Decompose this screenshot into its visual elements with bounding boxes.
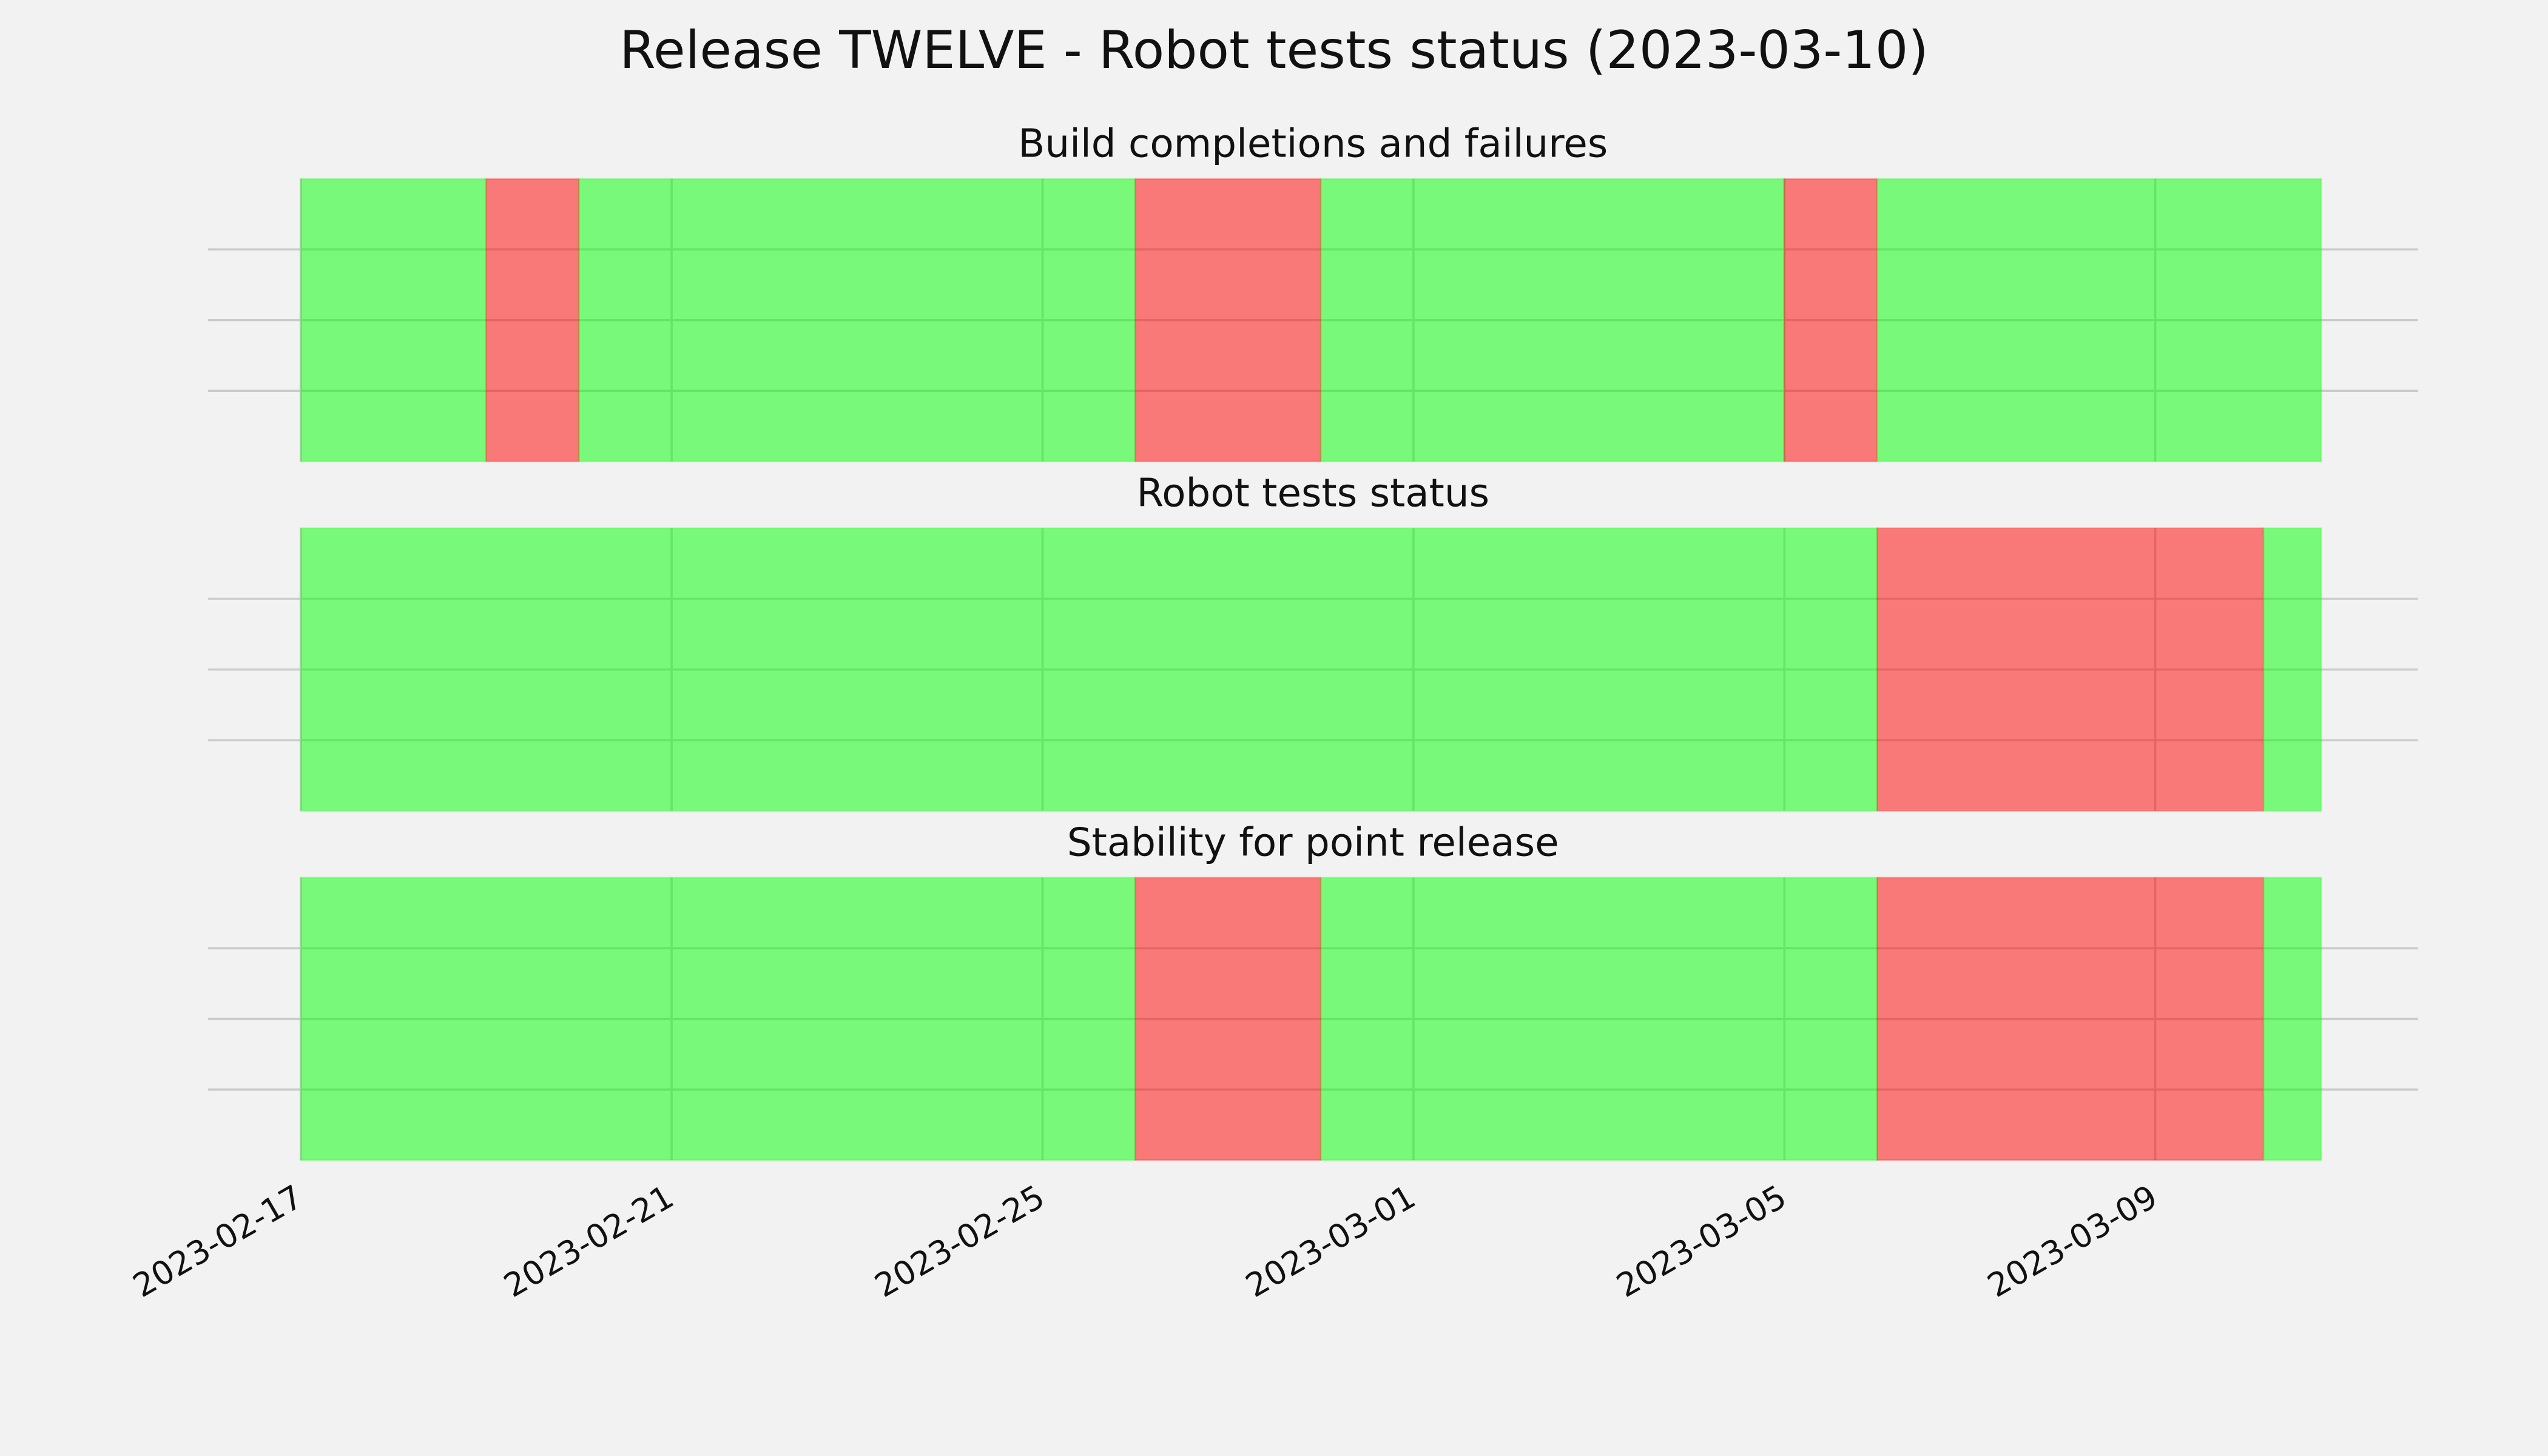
status-span	[1876, 877, 2265, 1161]
status-span	[1320, 877, 1878, 1161]
status-span	[1134, 877, 1322, 1161]
status-span	[578, 178, 1136, 463]
status-span	[1783, 178, 1878, 463]
status-span	[300, 877, 1136, 1161]
status-span	[2262, 527, 2322, 812]
status-span	[485, 178, 580, 463]
status-span	[1876, 527, 2265, 812]
status-span	[300, 527, 1878, 812]
status-span	[300, 178, 487, 463]
subplot-title: Build completions and failures	[1018, 121, 1608, 167]
figure-title: Release TWELVE - Robot tests status (202…	[619, 20, 1929, 81]
status-span	[1320, 178, 1785, 463]
status-span	[1876, 178, 2322, 463]
subplot-title: Stability for point release	[1067, 820, 1559, 865]
status-span	[1134, 178, 1322, 463]
status-span	[2262, 877, 2322, 1161]
subplot-title: Robot tests status	[1136, 471, 1489, 516]
